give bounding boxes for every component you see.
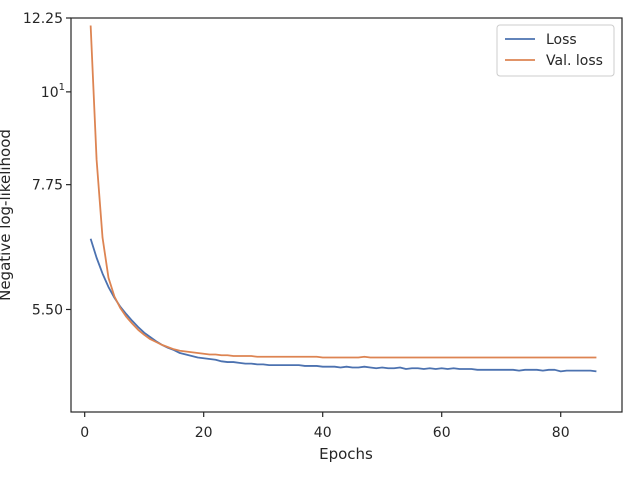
y-axis-label: Negative log-likelihood [0,129,14,301]
y-tick-label: 5.50 [32,302,63,318]
legend-label-val-loss: Val. loss [546,53,603,69]
x-tick-label: 0 [80,425,89,441]
y-tick-label: 12.25 [23,11,63,27]
x-axis-label: Epochs [319,445,373,463]
y-tick-label: 7.75 [32,178,63,194]
series-layer [89,25,597,373]
x-tick-label: 20 [195,425,213,441]
x-tick-label: 60 [433,425,451,441]
y-tick-label: 101 [41,82,65,101]
series-line-val-loss [89,25,597,359]
plot-area [70,17,623,413]
legend-label-loss: Loss [546,32,577,48]
x-axis-ticks: 0 20 40 60 80 [80,412,570,441]
y-axis-ticks: 12.25 101 7.75 5.50 [23,11,71,318]
series-line-loss [89,238,597,373]
legend: Loss Val. loss [496,24,615,77]
legend-box [496,24,615,77]
x-tick-label: 80 [552,425,570,441]
x-tick-label: 40 [314,425,332,441]
